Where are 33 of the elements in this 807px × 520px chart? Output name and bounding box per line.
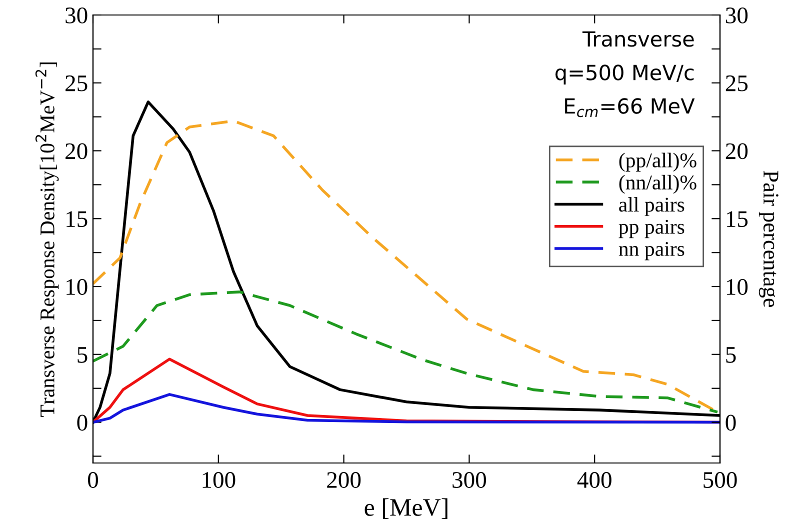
y2-axis-title: Pair percentage <box>758 170 778 308</box>
x-tick-label: 400 <box>577 472 612 488</box>
x-tick-label: 500 <box>704 472 737 488</box>
x-axis-title: e [MeV] <box>364 498 448 519</box>
y2-tick-label: 0 <box>726 414 736 431</box>
line-series <box>93 393 720 424</box>
x-tick-label: 0 <box>88 472 98 488</box>
legend-label: all pairs <box>619 197 684 216</box>
y-axis-title: Transverse Response Density[10$^{2}$MeV$^{−2}$] <box>35 62 59 417</box>
y2-tick-label: 5 <box>726 347 736 363</box>
y2-tick-label: 20 <box>726 143 748 160</box>
x-tick-label: 300 <box>452 472 486 488</box>
y-tick-label: 5 <box>78 347 88 363</box>
legend-label: (nn/all)% <box>619 174 696 194</box>
y2-tick-label: 30 <box>726 7 748 24</box>
y-tick-label: 20 <box>66 143 88 160</box>
line-series <box>93 290 719 414</box>
y-tick-label: 25 <box>66 75 88 92</box>
legend-label: (pp/all)% <box>619 152 696 172</box>
annotation: q=500 MeV/c <box>555 64 694 84</box>
y2-tick-label: 15 <box>726 211 748 228</box>
y-tick-label: 15 <box>66 211 88 228</box>
x-tick-label: 200 <box>327 472 361 488</box>
y2-tick-label: 25 <box>726 75 748 92</box>
legend-label: nn pairs <box>618 242 684 260</box>
y-tick-label: 30 <box>66 7 88 24</box>
y2-tick-label: 10 <box>726 279 748 295</box>
x-tick-label: 100 <box>202 472 236 488</box>
annotation: E$_{cm}$=66 MeV <box>565 98 695 118</box>
legend-label: pp pairs <box>618 220 684 238</box>
y-tick-label: 10 <box>66 279 88 295</box>
y-tick-label: 0 <box>77 414 88 431</box>
annotation: Transverse <box>582 31 694 47</box>
